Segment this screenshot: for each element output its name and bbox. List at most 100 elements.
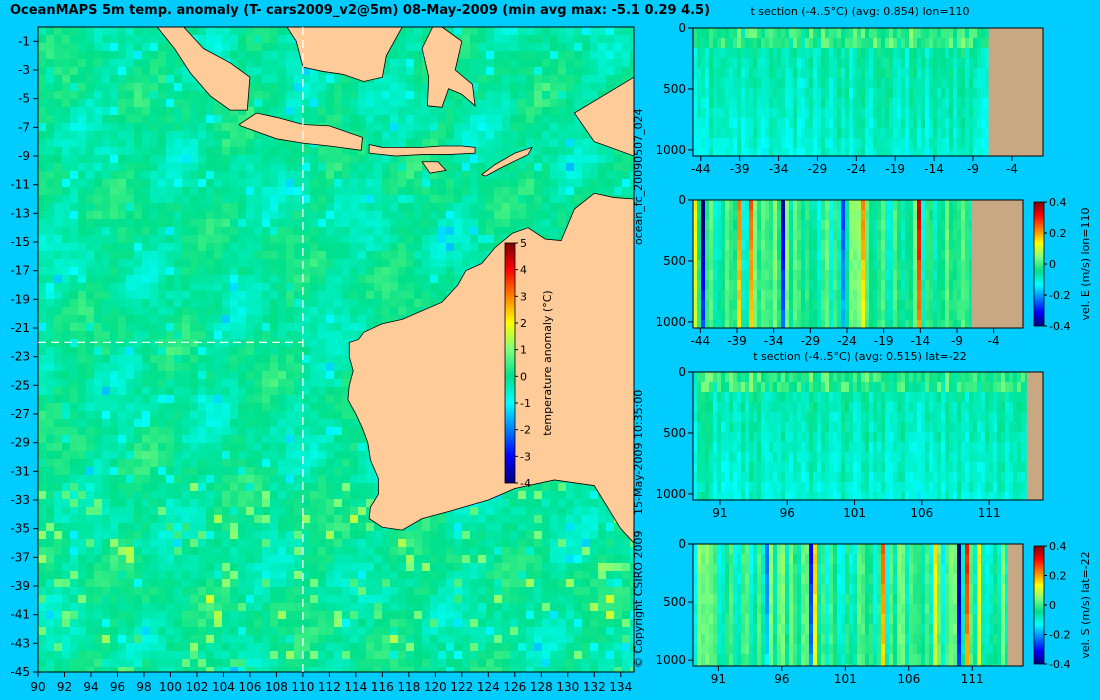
section-y-tick-label: 1000 bbox=[655, 487, 686, 501]
section-x-tick-label: -9 bbox=[967, 162, 979, 176]
section-x-tick-label: -29 bbox=[801, 334, 821, 348]
map-colorbar-tick-label: 5 bbox=[520, 237, 527, 250]
section-x-tick-label: -4 bbox=[1006, 162, 1018, 176]
section-colorbar-tick-label: -0.4 bbox=[1049, 320, 1070, 333]
map-y-tick-label: -13 bbox=[10, 206, 30, 220]
vel-e-section-lon110-frame bbox=[692, 199, 1024, 329]
map-colorbar-tick-label: 1 bbox=[520, 344, 527, 357]
map-y-tick-label: -31 bbox=[10, 464, 30, 478]
timestamp-label: 15-May-2009 10:35:00 bbox=[632, 389, 645, 515]
section-x-tick-label: -39 bbox=[727, 334, 747, 348]
map-colorbar-tick-label: -4 bbox=[520, 477, 531, 490]
map-colorbar-tick-label: -2 bbox=[520, 424, 531, 437]
section-colorbar-tick-label: 0 bbox=[1049, 599, 1056, 612]
map-x-tick-label: 124 bbox=[477, 680, 500, 694]
map-x-tick-label: 128 bbox=[530, 680, 553, 694]
section-x-tick-label: -24 bbox=[837, 334, 857, 348]
temp-section-lon110-field bbox=[693, 28, 1043, 156]
vel-s-section-lat-22-land bbox=[1007, 544, 1023, 666]
vel-s-section-lat-22-frame bbox=[692, 543, 1024, 667]
map-y-tick-label: -19 bbox=[10, 292, 30, 306]
vel-s-section-lat-22-chart[interactable]: 91 96 101 106 111 0 500 1000 0.4 0.2 0 -0.2 -0.4 vel.… bbox=[650, 534, 1100, 700]
section-x-tick-label: 111 bbox=[978, 506, 1001, 520]
section-x-tick-label: 106 bbox=[897, 672, 920, 686]
section-colorbar-tick-label: -0.2 bbox=[1049, 629, 1070, 642]
temp-section-lat-22-chart[interactable]: 91 96 101 106 111 0 500 1000 bbox=[650, 362, 1100, 534]
temp-section-lat-22-frame bbox=[692, 371, 1044, 501]
map-y-tick-label: -43 bbox=[10, 636, 30, 650]
section-x-tick-label: -9 bbox=[951, 334, 963, 348]
map-colorbar: 5 4 3 2 1 0 -1 -2 -3 -4 temperature anomaly (°C) bbox=[504, 237, 554, 490]
map-y-tick-label: -17 bbox=[10, 264, 30, 278]
map-x-tick-label: 90 bbox=[30, 680, 45, 694]
map-x-tick-label: 134 bbox=[609, 680, 632, 694]
map-x-tick-label: 104 bbox=[212, 680, 235, 694]
map-y-tick-label: -35 bbox=[10, 522, 30, 536]
section-x-tick-label: -34 bbox=[764, 334, 784, 348]
map-y-tick-label: -41 bbox=[10, 608, 30, 622]
section-colorbar-tick-label: 0.2 bbox=[1049, 227, 1067, 240]
anomaly-map-chart[interactable]: 90 92 94 96 98 100 102 104 106 108 110 112 114 116 118… bbox=[0, 0, 640, 700]
vel-e-section-lon110-chart[interactable]: -44 -39 -34 -29 -24 -19 -14 -9 -4 0 500 1000 0.4 0.2 0… bbox=[650, 190, 1100, 350]
section-1-title: t section (-4..5°C) (avg: 0.854) lon=110 bbox=[750, 5, 970, 18]
map-x-tick-label: 112 bbox=[318, 680, 341, 694]
map-y-tick-label: -29 bbox=[10, 436, 30, 450]
section-y-tick-label: 500 bbox=[663, 82, 686, 96]
map-x-tick-label: 114 bbox=[344, 680, 367, 694]
section-colorbar-tick-label: 0.2 bbox=[1049, 570, 1067, 583]
map-y-tick-label: -27 bbox=[10, 407, 30, 421]
map-x-tick-label: 130 bbox=[556, 680, 579, 694]
section-y-tick-label: 1000 bbox=[655, 653, 686, 667]
map-y-tick-label: -23 bbox=[10, 350, 30, 364]
section-x-tick-label: 91 bbox=[712, 506, 727, 520]
section-x-tick-label: -29 bbox=[808, 162, 828, 176]
section-y-tick-label: 0 bbox=[678, 193, 686, 207]
chart-title: OceanMAPS 5m temp. anomaly (T- cars2009_… bbox=[10, 3, 711, 18]
map-y-tick-label: -33 bbox=[10, 493, 30, 507]
section-x-tick-label: 96 bbox=[774, 672, 789, 686]
copyright-label: © Copyright CSIRO 2009 bbox=[632, 530, 645, 668]
section-x-tick-label: -34 bbox=[769, 162, 789, 176]
crosshair bbox=[38, 27, 304, 672]
map-y-tick-label: -3 bbox=[18, 63, 30, 77]
map-colorbar-ramp bbox=[504, 242, 516, 484]
map-x-tick-label: 118 bbox=[397, 680, 420, 694]
section-x-tick-label: 111 bbox=[961, 672, 984, 686]
map-colorbar-tick-label: 4 bbox=[520, 264, 527, 277]
map-x-tick-label: 116 bbox=[371, 680, 394, 694]
map-y-tick-label: -39 bbox=[10, 579, 30, 593]
section-colorbar-tick-label: -0.2 bbox=[1049, 289, 1070, 302]
map-x-tick-label: 126 bbox=[503, 680, 526, 694]
map-colorbar-label: temperature anomaly (°C) bbox=[541, 290, 554, 435]
section-colorbar-tick-label: 0.4 bbox=[1049, 540, 1067, 553]
map-colorbar-tick-label: -1 bbox=[520, 397, 531, 410]
vel-e-section-lon110-field bbox=[693, 200, 1023, 328]
section-y-tick-label: 500 bbox=[663, 426, 686, 440]
map-colorbar-tick-label: 2 bbox=[520, 317, 527, 330]
section-colorbar-tick-label: 0.4 bbox=[1049, 196, 1067, 209]
section-x-tick-label: -24 bbox=[847, 162, 867, 176]
vel-s-section-lat-22-field bbox=[693, 544, 1023, 666]
map-y-tick-label: -21 bbox=[10, 321, 30, 335]
section-x-tick-label: 101 bbox=[843, 506, 866, 520]
section-x-tick-label: -39 bbox=[730, 162, 750, 176]
map-y-axis: -1 -3 -5 -7 -9 -11 -13 -15 -17 -19 -21 -23 -25 -27 -29… bbox=[10, 34, 38, 679]
temp-section-lon110-chart[interactable]: -44 -39 -34 -29 -24 -19 -14 -9 -4 0 500 1000 bbox=[650, 18, 1100, 190]
vel-e-section-lon110-land bbox=[971, 200, 1023, 328]
map-colorbar-tick-label: -3 bbox=[520, 450, 531, 463]
vel-s-section-lat-22-colorbar-label: vel. S (m/s) lat=-22 bbox=[1079, 551, 1092, 658]
map-frame bbox=[37, 26, 635, 673]
map-x-tick-label: 132 bbox=[583, 680, 606, 694]
map-y-tick-label: -7 bbox=[18, 120, 30, 134]
map-y-tick-label: -1 bbox=[18, 34, 30, 48]
land-mask bbox=[38, 27, 634, 544]
map-x-tick-label: 106 bbox=[238, 680, 261, 694]
map-x-tick-label: 102 bbox=[185, 680, 208, 694]
map-y-tick-label: -5 bbox=[18, 92, 30, 106]
map-colorbar-tick-label: 3 bbox=[520, 290, 527, 303]
temp-section-lat-22-field bbox=[693, 372, 1043, 500]
section-x-tick-label: 101 bbox=[834, 672, 857, 686]
section-y-tick-label: 500 bbox=[663, 595, 686, 609]
map-x-tick-label: 92 bbox=[57, 680, 72, 694]
map-x-tick-label: 108 bbox=[265, 680, 288, 694]
